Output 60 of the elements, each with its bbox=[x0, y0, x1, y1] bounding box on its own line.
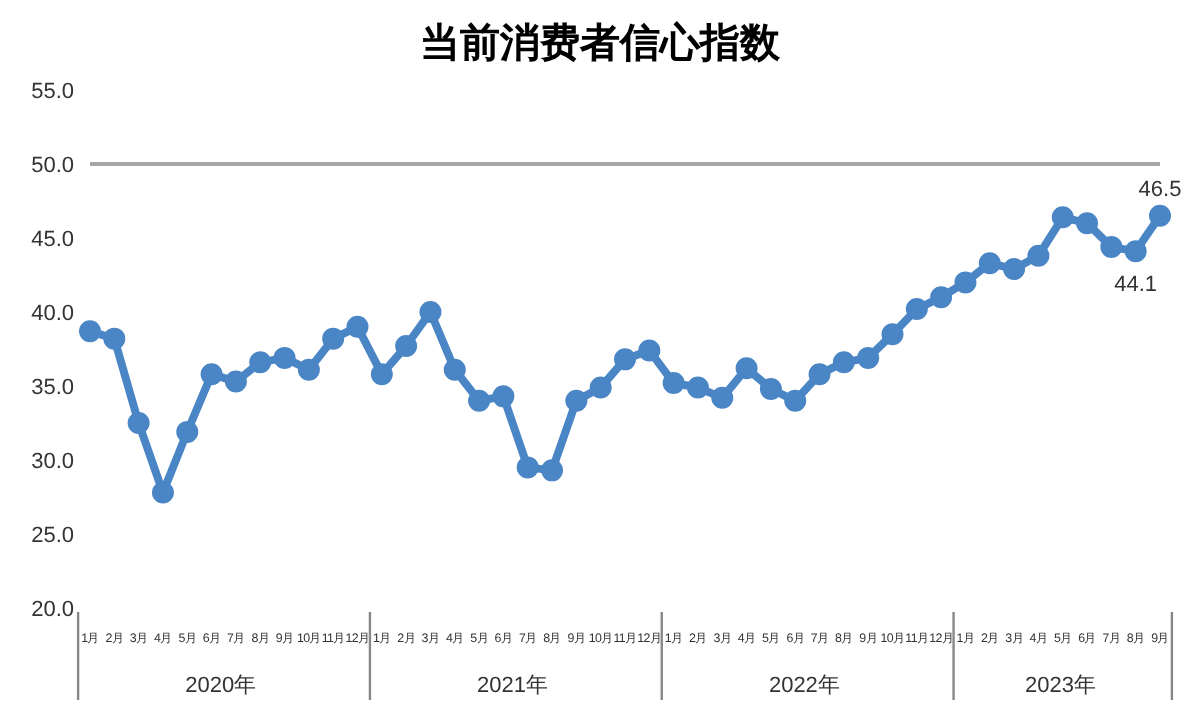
point bbox=[589, 376, 612, 399]
point bbox=[1027, 244, 1050, 267]
text: 2020年 bbox=[185, 674, 257, 698]
y-tick-label: 30.0 bbox=[31, 449, 74, 474]
point bbox=[808, 363, 831, 386]
point bbox=[516, 456, 539, 479]
point bbox=[176, 420, 199, 443]
point bbox=[978, 252, 1001, 275]
point bbox=[79, 320, 101, 343]
text: 2023年 bbox=[1025, 674, 1097, 698]
point bbox=[1051, 206, 1074, 229]
point bbox=[905, 298, 928, 321]
point bbox=[711, 386, 734, 409]
point bbox=[224, 370, 247, 393]
point bbox=[832, 351, 855, 374]
point bbox=[930, 286, 953, 309]
point bbox=[273, 346, 296, 369]
point bbox=[395, 335, 418, 358]
y-tick-label: 25.0 bbox=[31, 523, 74, 548]
data-label: 44.1 bbox=[1114, 273, 1158, 298]
data-label: 46.5 bbox=[1138, 177, 1182, 202]
point bbox=[443, 358, 466, 381]
y-tick-label: 20.0 bbox=[31, 597, 74, 622]
point bbox=[103, 327, 126, 350]
point bbox=[686, 376, 709, 399]
point bbox=[346, 315, 369, 338]
point bbox=[297, 358, 320, 381]
point bbox=[200, 363, 223, 386]
point bbox=[735, 357, 758, 380]
point bbox=[370, 363, 393, 386]
y-tick-label: 50.0 bbox=[31, 153, 74, 178]
point bbox=[638, 339, 661, 362]
y-tick-label: 55.0 bbox=[31, 79, 74, 104]
point bbox=[1100, 235, 1123, 258]
text: 2021年 bbox=[477, 674, 549, 698]
point bbox=[249, 351, 272, 374]
point bbox=[322, 327, 345, 350]
point bbox=[1003, 258, 1026, 281]
point bbox=[127, 412, 150, 434]
point bbox=[1124, 240, 1147, 263]
y-tick-label: 40.0 bbox=[31, 301, 74, 326]
point bbox=[784, 389, 807, 412]
point bbox=[541, 459, 564, 482]
point bbox=[759, 377, 782, 400]
text: 2022年 bbox=[768, 674, 840, 698]
point bbox=[1076, 212, 1099, 235]
point bbox=[565, 389, 588, 412]
point bbox=[1149, 204, 1171, 227]
point bbox=[614, 348, 636, 371]
point bbox=[881, 323, 904, 346]
chart-title: 当前消费者信心指数 bbox=[418, 16, 782, 70]
point bbox=[419, 301, 442, 323]
point bbox=[151, 481, 174, 504]
y-tick-label: 45.0 bbox=[31, 227, 74, 252]
point bbox=[857, 346, 880, 369]
point bbox=[662, 372, 685, 395]
point bbox=[468, 389, 491, 412]
y-tick-label: 35.0 bbox=[31, 375, 74, 400]
point bbox=[954, 271, 977, 294]
point bbox=[492, 385, 515, 408]
